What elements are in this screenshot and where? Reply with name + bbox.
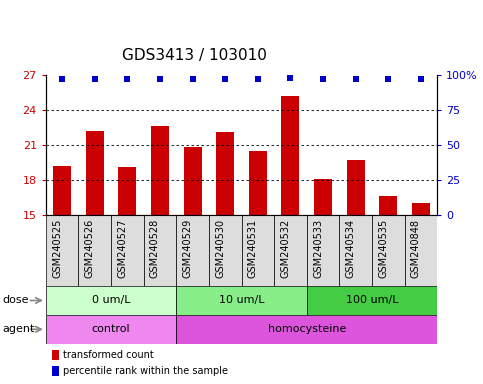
Bar — [86, 131, 104, 215]
Text: GSM240527: GSM240527 — [117, 218, 128, 278]
Text: 100 um/L: 100 um/L — [346, 295, 398, 306]
Point — [417, 76, 425, 82]
Bar — [46, 215, 79, 286]
Bar — [314, 179, 332, 215]
Text: GSM240531: GSM240531 — [248, 218, 258, 278]
Text: GSM240525: GSM240525 — [52, 218, 62, 278]
Bar — [347, 160, 365, 215]
Bar — [176, 286, 307, 315]
Point — [384, 76, 392, 82]
Bar — [52, 366, 59, 376]
Bar — [176, 215, 209, 286]
Point — [156, 76, 164, 82]
Text: GSM240526: GSM240526 — [85, 218, 95, 278]
Bar — [151, 126, 169, 215]
Point — [58, 76, 66, 82]
Bar — [46, 286, 176, 315]
Text: GSM240528: GSM240528 — [150, 218, 160, 278]
Text: GSM240534: GSM240534 — [346, 218, 355, 278]
Text: GDS3413 / 103010: GDS3413 / 103010 — [122, 48, 267, 63]
Bar — [118, 167, 136, 215]
Bar — [52, 351, 59, 360]
Point — [286, 74, 294, 81]
Text: transformed count: transformed count — [63, 350, 154, 360]
Point — [254, 76, 262, 82]
Text: GSM240535: GSM240535 — [378, 218, 388, 278]
Point — [124, 76, 131, 82]
Text: GSM240530: GSM240530 — [215, 218, 225, 278]
Bar — [379, 196, 397, 215]
Bar — [307, 286, 437, 315]
Point — [91, 76, 99, 82]
Text: dose: dose — [2, 295, 29, 306]
Bar — [46, 315, 176, 344]
Bar — [53, 166, 71, 215]
Text: 10 um/L: 10 um/L — [219, 295, 264, 306]
Bar — [307, 215, 339, 286]
Point — [352, 76, 359, 82]
Text: 0 um/L: 0 um/L — [92, 295, 130, 306]
Bar — [405, 215, 437, 286]
Text: GSM240532: GSM240532 — [281, 218, 290, 278]
Bar — [216, 132, 234, 215]
Bar — [372, 215, 405, 286]
Bar — [184, 147, 201, 215]
Bar — [144, 215, 176, 286]
Bar — [282, 96, 299, 215]
Text: control: control — [92, 324, 130, 334]
Bar — [176, 315, 437, 344]
Bar — [249, 151, 267, 215]
Bar — [209, 215, 242, 286]
Bar — [412, 204, 430, 215]
Text: homocysteine: homocysteine — [268, 324, 346, 334]
Text: agent: agent — [2, 324, 35, 334]
Text: GSM240529: GSM240529 — [183, 218, 193, 278]
Bar — [78, 215, 111, 286]
Bar — [111, 215, 144, 286]
Text: GSM240848: GSM240848 — [411, 218, 421, 278]
Bar — [339, 215, 372, 286]
Bar — [242, 215, 274, 286]
Text: percentile rank within the sample: percentile rank within the sample — [63, 366, 228, 376]
Point — [189, 76, 197, 82]
Text: GSM240533: GSM240533 — [313, 218, 323, 278]
Bar — [274, 215, 307, 286]
Point — [221, 76, 229, 82]
Point — [319, 76, 327, 82]
